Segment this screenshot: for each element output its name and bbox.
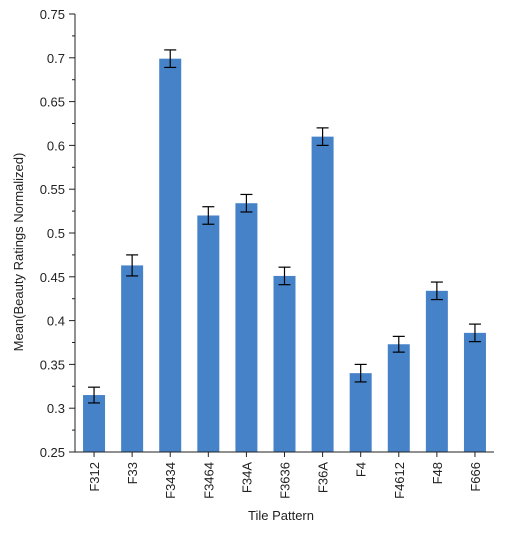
y-tick-label: 0.4 — [47, 314, 65, 329]
bar-f34a — [235, 203, 258, 452]
y-tick-label: 0.5 — [47, 226, 65, 241]
y-tick-label: 0.55 — [40, 182, 65, 197]
bar-f4 — [349, 373, 372, 452]
x-tick-label-f3464: F3464 — [201, 462, 216, 499]
error-bar-f34a — [240, 193, 253, 213]
y-tick-label: 0.65 — [40, 95, 65, 110]
x-tick-label-f48: F48 — [430, 462, 445, 484]
bar-f3464 — [197, 215, 220, 452]
error-bar-f3434 — [164, 49, 177, 69]
error-bar-f4612 — [392, 335, 405, 353]
bar-f3636 — [273, 275, 296, 452]
x-axis-title: Tile Pattern — [248, 508, 314, 523]
error-bars — [88, 49, 481, 404]
y-axis: 0.25 0.3 0.35 0.4 0.45 0.5 0.55 0.6 0.65 0.7 0.75 — [40, 7, 76, 460]
x-tick-label-f33: F33 — [125, 462, 140, 484]
bar-f36a — [311, 136, 334, 452]
x-axis: F312 F33 F3434 F3464 F34A F3636 F36A F4 F4612 F48… — [75, 451, 494, 499]
error-bar-f36a — [316, 127, 329, 146]
error-bar-f312 — [88, 386, 101, 404]
error-bar-f3636 — [278, 266, 291, 286]
x-tick-label-f312: F312 — [87, 462, 102, 492]
bar-f312 — [83, 395, 106, 452]
error-bar-f33 — [126, 254, 139, 277]
error-bar-f666 — [468, 323, 481, 343]
x-tick-label-f34a: F34A — [239, 462, 254, 493]
x-tick-label-f4612: F4612 — [392, 462, 407, 499]
y-tick-label: 0.45 — [40, 270, 65, 285]
error-bar-f3464 — [202, 206, 215, 225]
error-bar-f4 — [354, 363, 367, 383]
y-tick-label: 0.25 — [40, 445, 65, 460]
x-tick-label-f666: F666 — [468, 462, 483, 492]
y-axis-title: Mean(Beauty Ratings Normalized) — [11, 153, 26, 352]
x-tick-label-f4: F4 — [354, 462, 369, 477]
bar-f4612 — [387, 344, 410, 452]
x-tick-label-f36a: F36A — [316, 462, 331, 493]
y-tick-label: 0.35 — [40, 357, 65, 372]
x-tick-label-f3434: F3434 — [163, 462, 178, 499]
y-tick-label: 0.7 — [47, 51, 65, 66]
bar-f3434 — [159, 58, 182, 453]
bar-f666 — [463, 332, 486, 452]
x-tick-label-f3636: F3636 — [278, 462, 293, 499]
y-tick-label: 0.6 — [47, 138, 65, 153]
y-tick-label: 0.3 — [47, 401, 65, 416]
bar-f48 — [425, 290, 448, 452]
bar-series — [83, 58, 486, 453]
bar-f33 — [121, 265, 144, 452]
error-bar-f48 — [430, 281, 443, 301]
y-tick-label: 0.75 — [40, 7, 65, 22]
